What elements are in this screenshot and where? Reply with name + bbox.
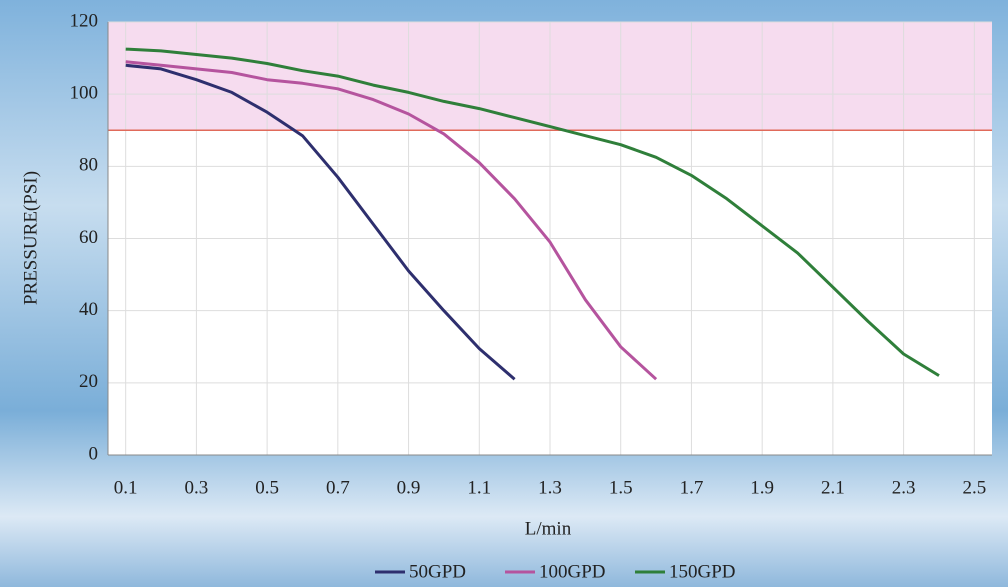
y-tick-label: 40 [79, 299, 98, 320]
y-tick-label: 20 [79, 371, 98, 392]
series-line [125, 60, 658, 381]
x-tick-label: 1.5 [609, 477, 633, 498]
x-tick-label: 0.5 [255, 477, 279, 498]
x-tick-label: 2.3 [892, 477, 916, 498]
x-tick-label: 2.1 [821, 477, 845, 498]
x-tick-label: 2.5 [962, 477, 986, 498]
y-axis-label: PRESSURE(PSI) [20, 171, 41, 305]
y-tick-label: 60 [79, 227, 98, 248]
y-tick-label: 80 [79, 155, 98, 176]
x-axis-label: L/min [525, 518, 572, 539]
y-tick-label: 0 [89, 443, 99, 464]
x-tick-label: 0.7 [326, 477, 350, 498]
legend-label: 100GPD [539, 561, 606, 582]
series-line [125, 63, 516, 381]
legend-label: 150GPD [669, 561, 736, 582]
x-tick-label: 1.9 [750, 477, 774, 498]
series-line [125, 47, 940, 377]
legend-label: 50GPD [409, 561, 466, 582]
y-tick-label: 120 [70, 10, 99, 31]
x-tick-label: 0.9 [397, 477, 421, 498]
x-tick-label: 0.3 [185, 477, 209, 498]
y-tick-label: 100 [70, 83, 99, 104]
x-tick-label: 1.7 [680, 477, 704, 498]
x-tick-label: 0.1 [114, 477, 138, 498]
x-tick-label: 1.1 [467, 477, 491, 498]
x-tick-label: 1.3 [538, 477, 562, 498]
